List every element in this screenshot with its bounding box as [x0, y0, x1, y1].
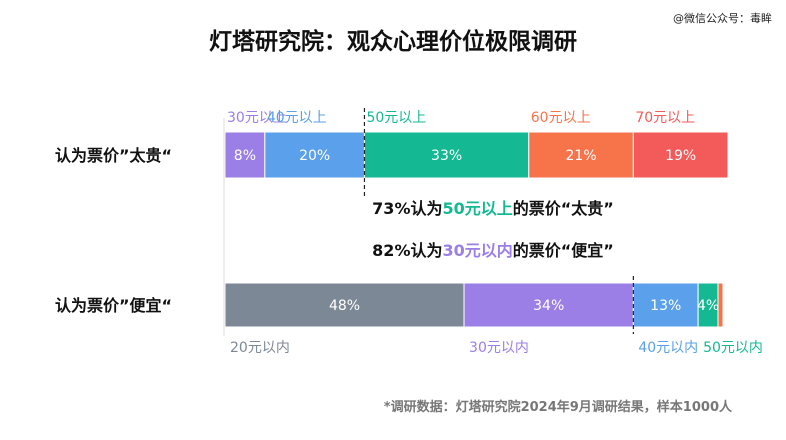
- bar-segment: [224, 282, 465, 328]
- category-label: 20元以内: [230, 340, 290, 356]
- category-label: 50元以上: [366, 110, 426, 126]
- bar-segment: [632, 131, 729, 179]
- category-label: 70元以上: [635, 110, 695, 126]
- annotation-pre: 73%认为: [372, 199, 442, 218]
- bar-segment: [463, 282, 634, 328]
- category-label: 30元以内: [469, 340, 529, 356]
- data-label: 21%: [566, 148, 597, 164]
- category-label: 30元以上: [227, 110, 287, 126]
- bar-segment: [363, 131, 530, 179]
- bar-segment: [717, 282, 724, 328]
- category-label: 40元以上: [267, 110, 327, 126]
- category-label: 50元以内: [703, 340, 763, 356]
- annotation-text: 82%认为30元以内的票价“便宜”: [372, 241, 614, 260]
- data-label: 8%: [234, 148, 256, 164]
- row-label: 认为票价”便宜“: [55, 296, 172, 315]
- bar-segment: [528, 131, 634, 179]
- watermark: @微信公众号：毒眸: [673, 12, 772, 25]
- annotation-post: 的票价“便宜”: [513, 241, 614, 260]
- data-label: 33%: [431, 148, 462, 164]
- data-label: 19%: [665, 148, 696, 164]
- bar-segment: [224, 131, 266, 179]
- data-label: 20%: [299, 148, 330, 164]
- annotation-post: 的票价“太贵”: [513, 199, 614, 218]
- chart-title: 灯塔研究院：观众心理价位极限调研: [209, 29, 577, 55]
- row-label: 认为票价”太贵“: [55, 146, 172, 165]
- data-label: 48%: [329, 298, 360, 314]
- data-label: 34%: [533, 298, 564, 314]
- annotation-text: 73%认为50元以上的票价“太贵”: [372, 199, 614, 218]
- annotation-highlight: 30元以内: [442, 241, 512, 260]
- category-label: 40元以内: [638, 340, 698, 356]
- data-label: 4%: [697, 298, 719, 314]
- footnote: *调研数据：灯塔研究院2024年9月调研结果，样本1000人: [383, 400, 732, 415]
- annotation-pre: 82%认为: [372, 241, 442, 260]
- data-label: 13%: [650, 298, 681, 314]
- annotation-highlight: 50元以上: [442, 199, 512, 218]
- category-label: 60元以上: [531, 110, 591, 126]
- bar-segment: [264, 131, 365, 179]
